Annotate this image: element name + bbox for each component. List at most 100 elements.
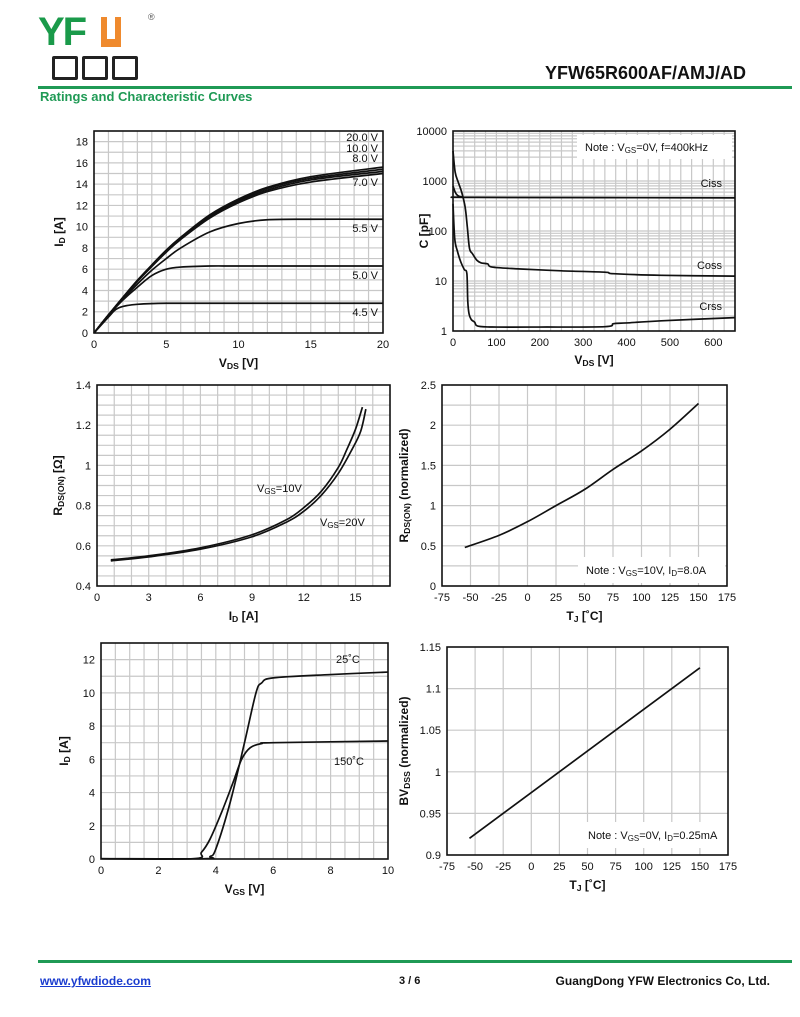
subscript-text: J bbox=[574, 614, 579, 624]
note-box bbox=[577, 135, 732, 159]
header-divider bbox=[38, 86, 792, 89]
y-tick-label: 2.5 bbox=[421, 380, 436, 392]
x-tick-label: -25 bbox=[495, 861, 511, 873]
y-tick-label: 2 bbox=[430, 420, 436, 432]
series-label: 4.5 V bbox=[352, 307, 378, 319]
grid-lines bbox=[447, 647, 728, 855]
series-line-0 bbox=[100, 671, 389, 860]
section-title: Ratings and Characteristic Curves bbox=[40, 89, 253, 104]
plot-frame bbox=[96, 384, 391, 587]
y-tick-label: 12 bbox=[83, 655, 95, 667]
subscript-text: J bbox=[577, 883, 582, 893]
subscript-text: D bbox=[62, 756, 72, 762]
text-segment: R bbox=[397, 534, 411, 543]
y-tick-label: 0.8 bbox=[76, 501, 91, 513]
y-tick-label: 14 bbox=[76, 179, 88, 191]
series-line-0 bbox=[450, 185, 736, 199]
logo-chinese-wordmark bbox=[52, 56, 147, 80]
series-line-5 bbox=[93, 265, 383, 334]
x-tick-label: -75 bbox=[434, 592, 450, 604]
text-segment: [A] bbox=[52, 217, 66, 237]
text-segment: V bbox=[574, 353, 582, 367]
x-tick-label: 400 bbox=[617, 337, 635, 349]
x-tick-label: 0 bbox=[528, 861, 534, 873]
text-segment: Note : V bbox=[586, 565, 626, 577]
series-line-0 bbox=[110, 406, 364, 561]
x-tick-label: 125 bbox=[661, 592, 679, 604]
y-tick-label: 0.4 bbox=[76, 581, 91, 593]
series-line-0 bbox=[468, 667, 701, 840]
x-tick-label: 0 bbox=[450, 337, 456, 349]
y-tick-label: 18 bbox=[76, 137, 88, 149]
y-tick-label: 6 bbox=[82, 264, 88, 276]
y-tick-label: 8 bbox=[82, 243, 88, 255]
y-tick-label: 0.6 bbox=[76, 541, 91, 553]
chart-note: Note : VGS=0V, f=400kHz bbox=[585, 142, 708, 155]
text-segment: I bbox=[52, 243, 66, 246]
y-axis-label: ID [A] bbox=[57, 736, 72, 766]
x-axis-label: TJ [˚C] bbox=[569, 878, 605, 893]
text-segment: Note : V bbox=[585, 142, 625, 154]
x-axis-label: TJ [˚C] bbox=[566, 609, 602, 624]
series-label: 8.0 V bbox=[352, 153, 378, 165]
text-segment: R bbox=[51, 507, 65, 516]
y-tick-label: 10 bbox=[435, 276, 447, 288]
x-tick-label: 25 bbox=[550, 592, 562, 604]
series-label: 25˚C bbox=[336, 654, 360, 666]
chart-6: Note : VGS=0V, ID=0.25mA -75 -50 -25 0 25 50 75… bbox=[397, 642, 737, 893]
series-label: VGS=10V bbox=[257, 483, 302, 496]
x-axis-label: ID [A] bbox=[229, 609, 259, 624]
x-tick-label: 10 bbox=[382, 865, 394, 877]
x-tick-label: 6 bbox=[270, 865, 276, 877]
note-box bbox=[578, 557, 725, 583]
series-label: Ciss bbox=[701, 178, 723, 190]
website-link[interactable]: www.yfwdiode.com bbox=[40, 974, 151, 988]
y-tick-label: 100 bbox=[429, 226, 447, 238]
x-tick-label: 4 bbox=[213, 865, 219, 877]
x-tick-label: 75 bbox=[609, 861, 621, 873]
text-segment: [V] bbox=[239, 356, 258, 370]
x-tick-label: 175 bbox=[719, 861, 737, 873]
x-tick-label: 100 bbox=[632, 592, 650, 604]
grid-lines bbox=[97, 385, 390, 586]
part-number: YFW65R600AF/AMJ/AD bbox=[544, 63, 746, 83]
subscript-text: DS(ON) bbox=[56, 476, 66, 507]
x-tick-label: 10 bbox=[232, 339, 244, 351]
text-segment: =10V, I bbox=[637, 565, 671, 577]
logo-yf-letters: YF bbox=[38, 10, 87, 54]
y-axis-label: ID [A] bbox=[52, 217, 67, 247]
plot-frame bbox=[452, 130, 736, 332]
y-tick-label: 10 bbox=[76, 222, 88, 234]
x-axis-label: VDS [V] bbox=[574, 353, 613, 368]
y-tick-label: 1 bbox=[430, 501, 436, 513]
text-segment: V bbox=[225, 882, 233, 896]
text-segment: V bbox=[257, 483, 265, 495]
subscript-text: DS bbox=[227, 361, 239, 371]
series-line-2 bbox=[452, 203, 736, 328]
x-tick-label: 5 bbox=[163, 339, 169, 351]
text-segment: =20V bbox=[339, 517, 366, 529]
y-axis-label: RDS(ON) [Ω] bbox=[51, 455, 66, 515]
y-tick-label: 1.05 bbox=[420, 725, 441, 737]
x-tick-label: 125 bbox=[663, 861, 681, 873]
y-tick-label: 1.4 bbox=[76, 380, 91, 392]
subscript-text: D bbox=[232, 614, 238, 624]
series-label: 5.0 V bbox=[352, 270, 378, 282]
x-tick-label: 0 bbox=[91, 339, 97, 351]
text-segment: [A] bbox=[238, 609, 258, 623]
x-tick-label: 175 bbox=[718, 592, 736, 604]
logo-w-mark bbox=[101, 17, 121, 47]
plot-frame bbox=[93, 130, 384, 334]
text-segment: Note : V bbox=[588, 830, 628, 842]
x-tick-label: -25 bbox=[491, 592, 507, 604]
text-segment: I bbox=[229, 609, 232, 623]
y-tick-label: 1.2 bbox=[76, 420, 91, 432]
text-segment: T bbox=[569, 878, 577, 892]
y-tick-label: 8 bbox=[89, 721, 95, 733]
subscript-text: DSS bbox=[402, 771, 412, 789]
text-segment: (normalized) bbox=[397, 696, 411, 771]
x-tick-label: 100 bbox=[635, 861, 653, 873]
x-tick-label: 15 bbox=[305, 339, 317, 351]
x-tick-label: 2 bbox=[155, 865, 161, 877]
